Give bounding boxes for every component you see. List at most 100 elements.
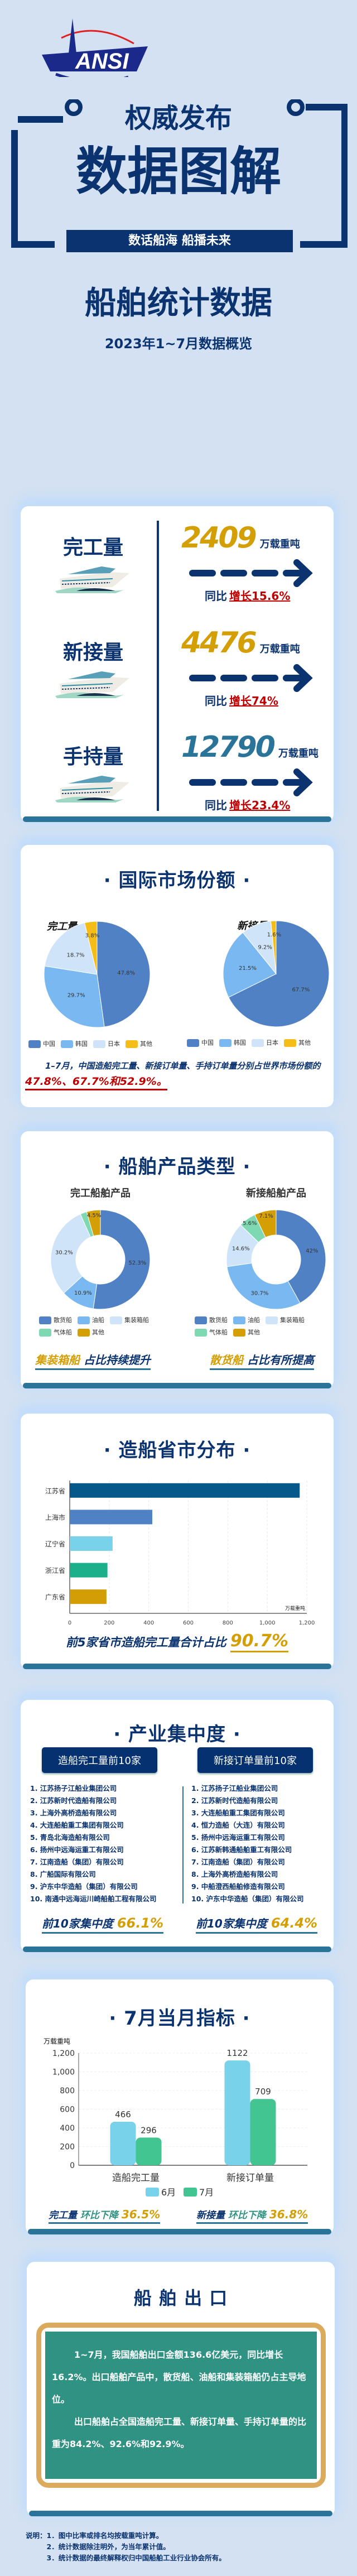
- slice-label: 30.2%: [55, 1249, 73, 1256]
- note-item: 2．统计数据除注明外，为当年累计值。: [46, 2543, 170, 2551]
- slice-其他: [86, 1209, 101, 1237]
- legend-label: 6月: [161, 2187, 176, 2198]
- x-tick-label: 200: [104, 1620, 114, 1626]
- section-title: · 产业集中度 ·: [113, 1723, 241, 1746]
- yoy-value: 增长15.6%: [229, 589, 291, 603]
- company-list-item: 1. 江苏扬子江船业集团公司: [30, 1784, 117, 1792]
- legend-item: 散货船: [195, 1315, 228, 1324]
- legend-label: 中国: [201, 1039, 214, 1046]
- metric-value: 2409: [181, 521, 257, 555]
- concentration-card: · 产业集中度 · 造船完工量前10家 新接订单量前10家 1. 江苏扬子江船业…: [21, 1700, 334, 1952]
- company-list-item: 3. 大连船舶重工集团有限公司: [191, 1809, 285, 1817]
- legend-item: 韩国: [219, 1038, 246, 1047]
- pie-legend-new-orders: 中国 韩国 日本 其他: [187, 1038, 311, 1047]
- card-bar: [23, 1664, 331, 1669]
- donut-title: 新接船舶产品: [246, 1187, 306, 1199]
- company-list-item: 6. 江苏新韩通船舶重工有限公司: [191, 1846, 292, 1854]
- company-list-item: 4. 恒力造船（大连）有限公司: [191, 1821, 285, 1829]
- legend-swatch: [93, 1040, 105, 1048]
- slice-label: 10.9%: [74, 1290, 92, 1296]
- legend-label: 气体船: [54, 1329, 72, 1336]
- legend-label: 韩国: [75, 1040, 88, 1047]
- company-list-item: 10. 南通中远海运川崎船舶工程有限公司: [30, 1895, 157, 1903]
- legend-swatch: [28, 1040, 41, 1048]
- metric-unit: 万载重吨: [278, 748, 319, 760]
- company-list-item: 8. 广船国际有限公司: [30, 1870, 96, 1878]
- slice-label: 30.7%: [250, 1291, 268, 1297]
- slice-散货船: [93, 1209, 151, 1310]
- donut-legend-completed: 散货船 油船 集装箱船气体船 其他: [39, 1315, 173, 1337]
- ship-icon: [54, 667, 132, 703]
- legend-item: 油船: [78, 1315, 104, 1324]
- slice-label: 5.6%: [243, 1220, 257, 1227]
- product-types-card: · 船舶产品类型 · 完工船舶产品 52.3% 10.9% 30.2% 4.5% 新接船…: [21, 1131, 334, 1388]
- y-tick-label: 江苏省: [45, 1487, 65, 1495]
- section-title-text: 造船省市分布: [118, 1439, 236, 1462]
- legend-label: 集装箱船: [124, 1316, 149, 1324]
- slice-韩国: [44, 965, 105, 1028]
- metric-yoy: 同比 增长23.4%: [205, 799, 291, 812]
- legend-swatch: [184, 2188, 197, 2197]
- legend-item: 集装箱船: [110, 1315, 149, 1324]
- legend-swatch: [284, 1039, 296, 1047]
- legend-item: 油船: [233, 1315, 260, 1324]
- bar-辽宁省: [70, 1536, 113, 1551]
- company-list-item: 7. 江南造船（集团）有限公司: [30, 1858, 124, 1866]
- bar-value-label: 466: [115, 2109, 131, 2120]
- list-divider: [182, 1786, 184, 1904]
- legend-label: 其他: [92, 1329, 104, 1336]
- logo: ANSI: [22, 16, 151, 84]
- x-tick-label: 400: [143, 1620, 154, 1626]
- legend-swatch: [233, 1329, 245, 1337]
- arrow-icon: [188, 664, 316, 694]
- bar-上海市: [70, 1510, 153, 1525]
- x-tick-label: 新接订单量: [226, 2173, 274, 2184]
- x-tick-label: 600: [183, 1620, 194, 1626]
- company-list-item: 6. 扬州中远海运重工有限公司: [30, 1846, 124, 1854]
- slice-label: 67.7%: [292, 987, 310, 993]
- legend-item: 日本: [252, 1038, 278, 1047]
- y-tick-label: 广东省: [45, 1593, 65, 1601]
- metric-label: 手持量: [62, 746, 123, 768]
- card-bar: [23, 1947, 331, 1952]
- metric-yoy: 同比 增长74%: [205, 694, 278, 708]
- july-card: · 7月当月指标 · 万载重吨 0 200 400 600 800 1,000 1,200 46…: [26, 1979, 334, 2234]
- section-title-text: 产业集中度: [128, 1723, 226, 1746]
- x-tick-label: 造船完工量: [112, 2173, 160, 2184]
- metric-yoy: 同比 增长15.6%: [205, 589, 291, 603]
- provinces-summary-value: 90.7%: [230, 1631, 288, 1652]
- legend-swatch: [78, 1329, 90, 1337]
- company-list-item: 9. 沪东中华造船（集团）有限公司: [30, 1882, 138, 1891]
- y-tick-label: 800: [60, 2087, 75, 2096]
- bar-江苏省: [70, 1483, 300, 1498]
- divider: [157, 521, 159, 811]
- legend-swatch: [252, 1039, 264, 1047]
- note-item: 3．统计数据的最终解释权归中国船舶工业行业协会所有。: [46, 2554, 226, 2562]
- y-tick-label: 600: [60, 2106, 75, 2114]
- yoy-value: 增长23.4%: [229, 799, 291, 812]
- ship-icon: [54, 771, 132, 807]
- slice-label: 29.7%: [67, 993, 85, 999]
- section-title: · 造船省市分布 ·: [103, 1439, 251, 1462]
- x-tick-label: 1,000: [259, 1620, 276, 1626]
- province-bar-chart: 0 200 400 600 800 1,000 1,200 江苏省上海市辽宁省浙江省广东省万载…: [45, 1481, 315, 1626]
- header-kicker: 权威发布: [124, 103, 232, 134]
- header-subtitle: 2023年1~7月数据概览: [104, 336, 253, 352]
- legend-label: 其他: [298, 1039, 311, 1046]
- slice-其他: [254, 1209, 277, 1238]
- legend-item: 其他: [284, 1038, 311, 1047]
- y-axis-label: 万载重吨: [44, 2037, 70, 2045]
- slice-其他: [84, 921, 98, 975]
- ship-icon: [54, 562, 132, 598]
- metric-value: 12790: [181, 730, 276, 764]
- products-callout-left: 集装箱船 占比持续提升: [35, 1351, 151, 1370]
- legend-item: 日本: [93, 1039, 120, 1048]
- donut-legend-new-orders: 散货船 油船 集装箱船 气体船 其他: [195, 1315, 329, 1337]
- legend-swatch: [78, 1316, 90, 1324]
- export-frame: 1~7月，我国船舶出口金额136.6亿美元，同比增长16.2%。出口船舶产品中，…: [36, 2323, 326, 2488]
- metric-value-row: 12790 万载重吨: [181, 730, 319, 764]
- legend-label: 日本: [108, 1040, 120, 1047]
- slice-label: 14.6%: [232, 1246, 250, 1252]
- legend-label: 散货船: [54, 1316, 72, 1324]
- company-list-item: 7. 江南造船（集团）有限公司: [191, 1858, 285, 1866]
